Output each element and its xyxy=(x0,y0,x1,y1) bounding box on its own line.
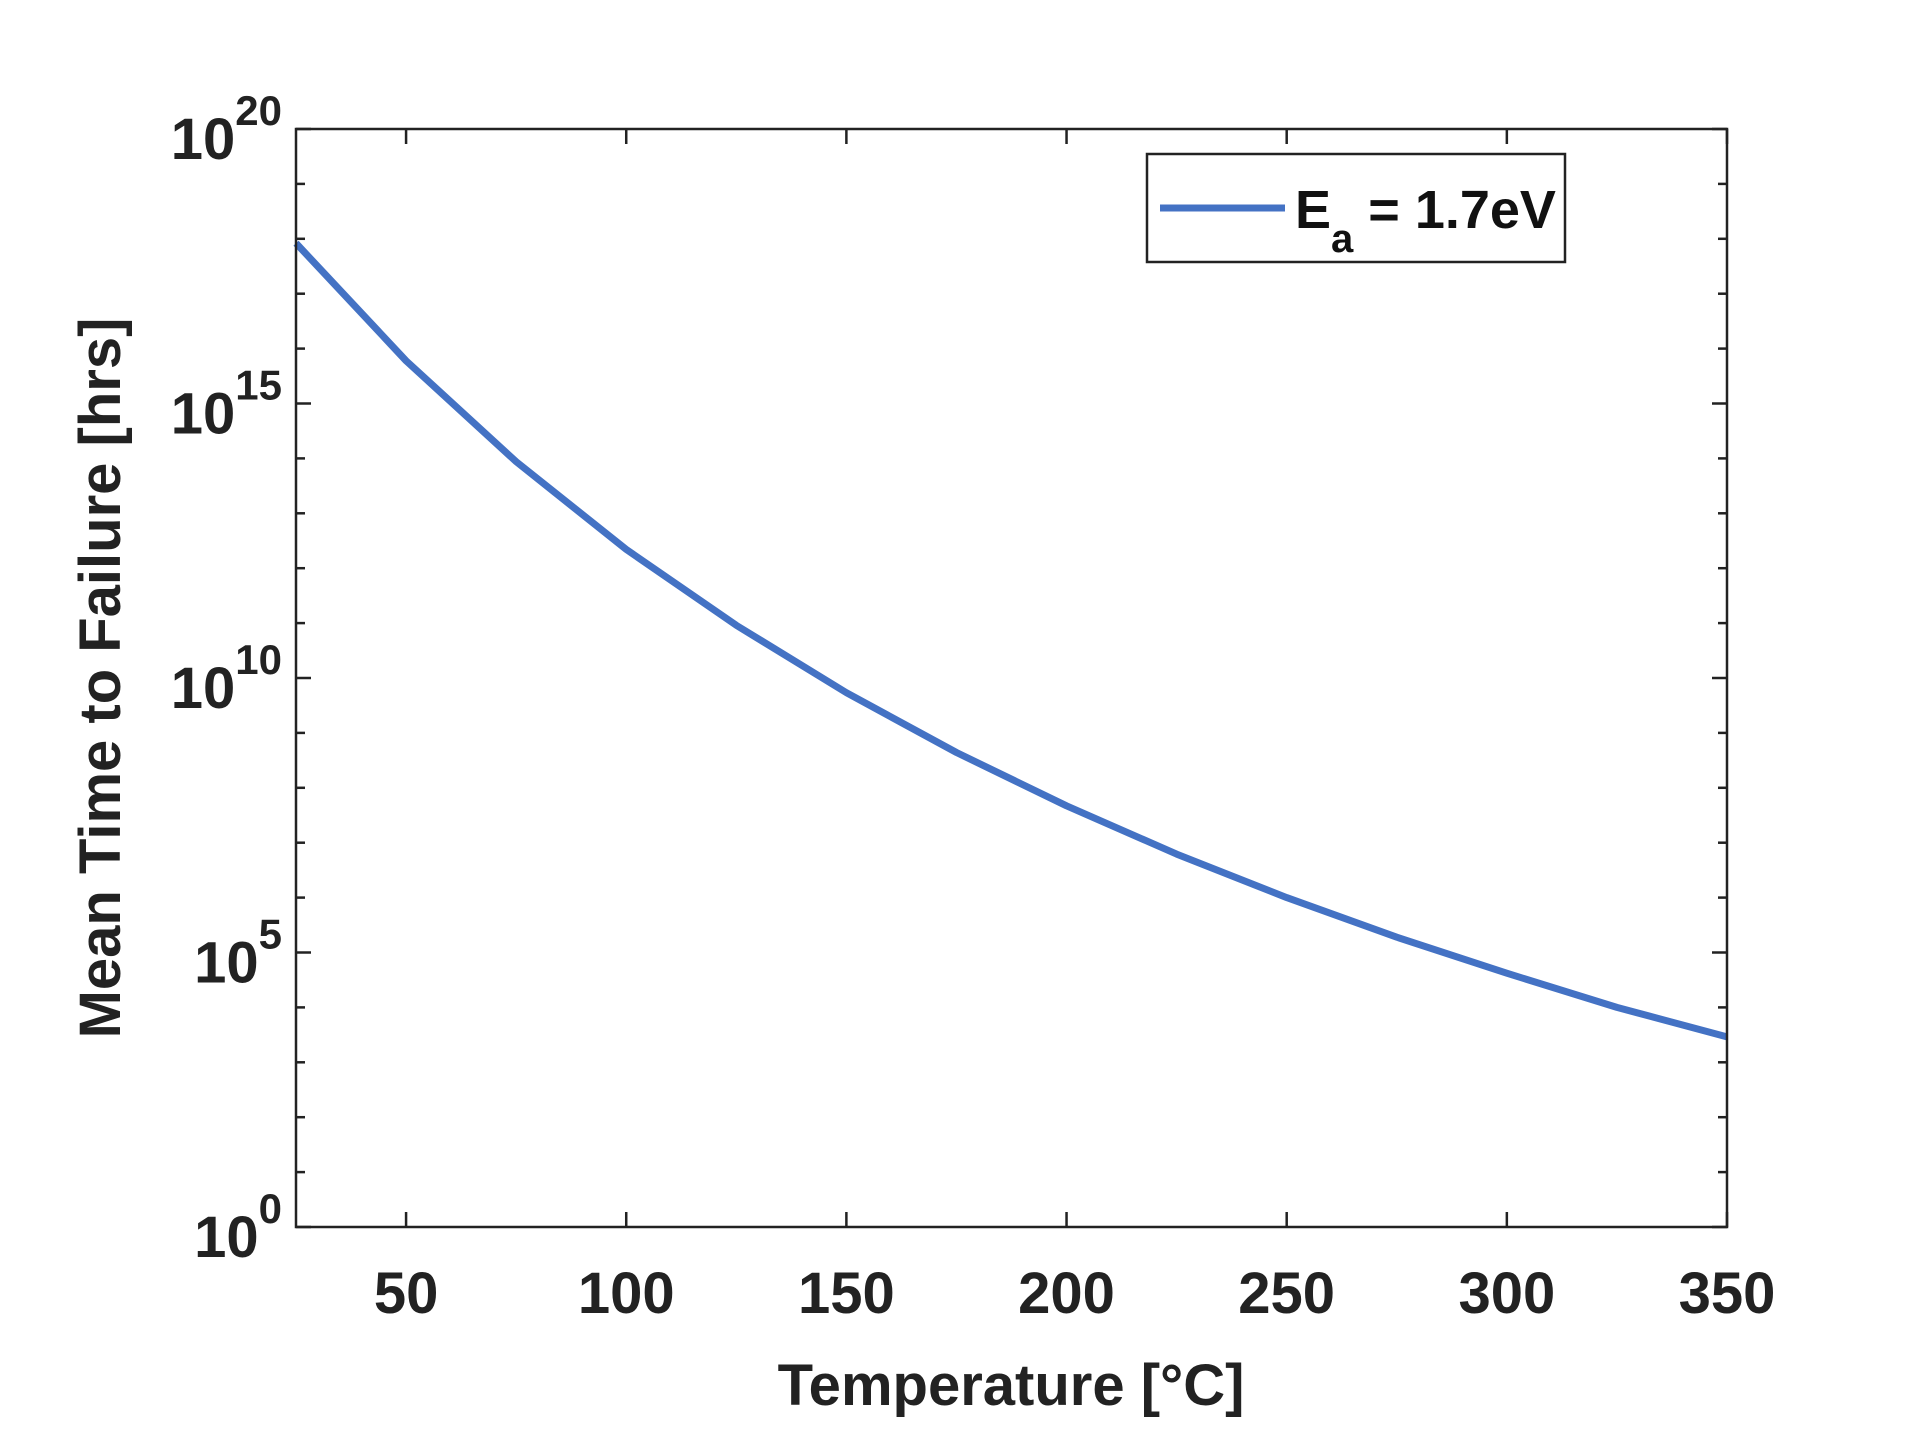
legend-label: Ea = 1.7eV xyxy=(1295,180,1556,261)
x-tick-label: 50 xyxy=(374,1261,439,1326)
y-tick-label: 1020 xyxy=(171,87,282,172)
axis-ticks xyxy=(296,127,1729,1229)
x-tick-label: 100 xyxy=(578,1261,675,1326)
x-tick-label: 350 xyxy=(1679,1261,1776,1326)
x-axis-label: Temperature [°C] xyxy=(778,1353,1245,1418)
x-tick-label: 250 xyxy=(1238,1261,1335,1326)
y-tick-label: 1010 xyxy=(171,636,282,721)
x-tick-label: 300 xyxy=(1458,1261,1555,1326)
legend-label-subscript: a xyxy=(1331,217,1354,261)
plot-area-frame xyxy=(294,127,1729,1229)
x-tick-label: 150 xyxy=(798,1261,895,1326)
x-tick-label: 200 xyxy=(1018,1261,1115,1326)
y-tick-label: 1015 xyxy=(171,362,282,447)
y-tick-label: 105 xyxy=(194,911,282,996)
series-line xyxy=(293,240,1728,1041)
legend: Ea = 1.7eV xyxy=(1145,152,1567,264)
y-axis-label: Mean Time to Failure [hrs] xyxy=(68,318,133,1039)
series-layer xyxy=(293,240,1728,1041)
legend-label-value: = 1.7eV xyxy=(1353,180,1556,240)
y-tick-labels: 100 105 1010 1015 1020 xyxy=(171,87,282,1270)
y-tick-label: 100 xyxy=(194,1185,282,1270)
legend-label-main: E xyxy=(1295,180,1331,240)
x-tick-labels: 50 100 150 200 250 300 350 xyxy=(374,1261,1776,1326)
